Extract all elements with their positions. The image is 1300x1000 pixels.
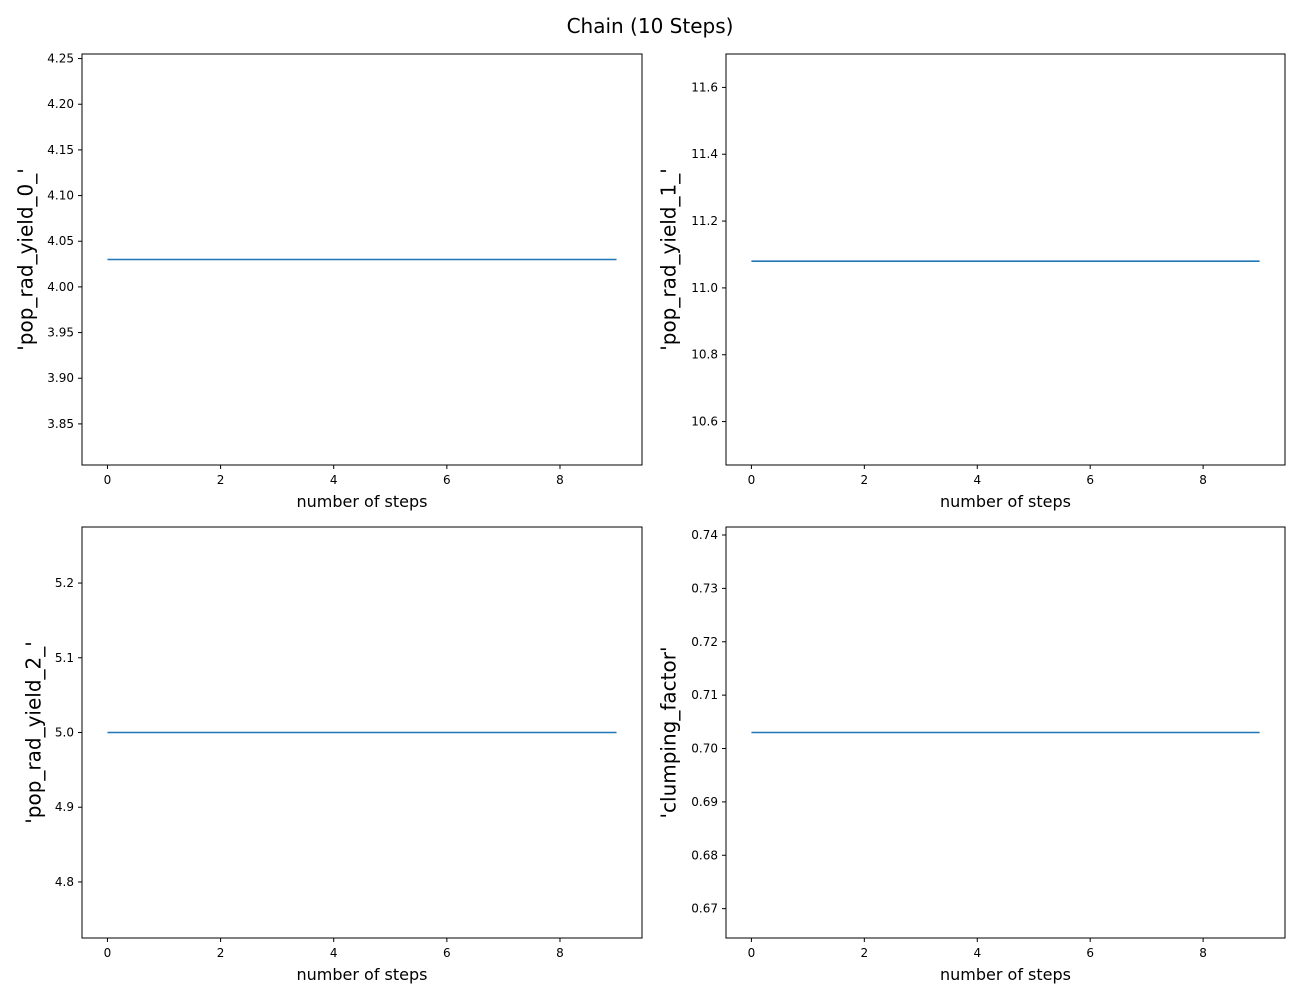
y-tick-label: 0.67 [691,902,718,916]
y-tick-label: 0.74 [691,528,718,542]
y-tick-label: 4.15 [47,143,74,157]
x-tick-label: 0 [748,946,756,960]
y-tick-label: 0.70 [691,742,718,756]
y-tick-label: 5.1 [55,651,74,665]
x-tick-label: 4 [973,946,981,960]
subplot-2: 0 2 4 6 8 10.6 10.8 11.0 11.2 11.4 11.6 number of s… [657,53,1286,511]
y-tick-label: 5.2 [55,576,74,590]
y-tick-label: 0.68 [691,848,718,862]
figure-title: Chain (10 Steps) [566,14,734,38]
y-tick-label: 11.0 [691,281,718,295]
subplot-1: 0 2 4 6 8 3.85 3.90 3.95 4.00 4.05 4.10 4.15 4.20 4.2… [14,52,643,511]
y-tick-label: 10.6 [691,415,718,429]
y-tick-label: 4.9 [55,800,74,814]
subplot-3: 0 2 4 6 8 4.8 4.9 5.0 5.1 5.2 number of steps 'pop_… [22,526,643,984]
x-axis-label: number of steps [940,492,1071,511]
x-axis-label: number of steps [297,492,428,511]
y-axis-label: 'pop_rad_yield_1_' [657,168,681,350]
y-tick-label: 0.72 [691,635,718,649]
x-tick-label: 8 [556,946,564,960]
x-tick-label: 6 [1086,946,1094,960]
y-tick-label: 0.69 [691,795,718,809]
x-tick-label: 6 [443,946,451,960]
x-axis-label: number of steps [940,965,1071,984]
x-tick-label: 4 [330,473,338,487]
x-tick-label: 4 [330,946,338,960]
y-tick-label: 4.10 [47,189,74,203]
axes-frame [725,526,1286,939]
x-tick-label: 2 [217,473,225,487]
x-tick-label: 0 [104,946,112,960]
y-tick-label: 3.90 [47,371,74,385]
y-axis-label: 'pop_rad_yield_0_' [14,168,38,350]
y-tick-label: 11.6 [691,80,718,94]
y-tick-label: 4.00 [47,280,74,294]
y-tick-label: 0.73 [691,581,718,595]
y-tick-label: 4.8 [55,875,74,889]
x-tick-label: 4 [973,473,981,487]
y-axis-label: 'clumping_factor' [657,647,681,819]
subplot-4: 0 2 4 6 8 0.67 0.68 0.69 0.70 0.71 0.72 0.73 0.74 num… [657,526,1286,984]
y-tick-label: 4.25 [47,52,74,66]
x-tick-label: 2 [217,946,225,960]
y-tick-label: 3.85 [47,417,74,431]
y-tick-label: 4.05 [47,234,74,248]
x-tick-label: 6 [443,473,451,487]
x-tick-label: 6 [1086,473,1094,487]
x-tick-label: 0 [748,473,756,487]
x-tick-label: 0 [104,473,112,487]
x-tick-label: 8 [1199,946,1207,960]
x-tick-label: 2 [861,473,869,487]
y-tick-label: 11.4 [691,147,718,161]
axes-frame [81,53,643,466]
y-tick-label: 3.95 [47,326,74,340]
y-tick-label: 5.0 [55,726,74,740]
y-tick-label: 4.20 [47,97,74,111]
x-tick-label: 8 [556,473,564,487]
x-tick-label: 2 [861,946,869,960]
y-tick-label: 0.71 [691,688,718,702]
y-axis-label: 'pop_rad_yield_2_' [22,641,46,823]
y-tick-label: 10.8 [691,348,718,362]
x-tick-label: 8 [1199,473,1207,487]
x-axis-label: number of steps [297,965,428,984]
axes-frame [725,53,1286,466]
y-tick-label: 11.2 [691,214,718,228]
